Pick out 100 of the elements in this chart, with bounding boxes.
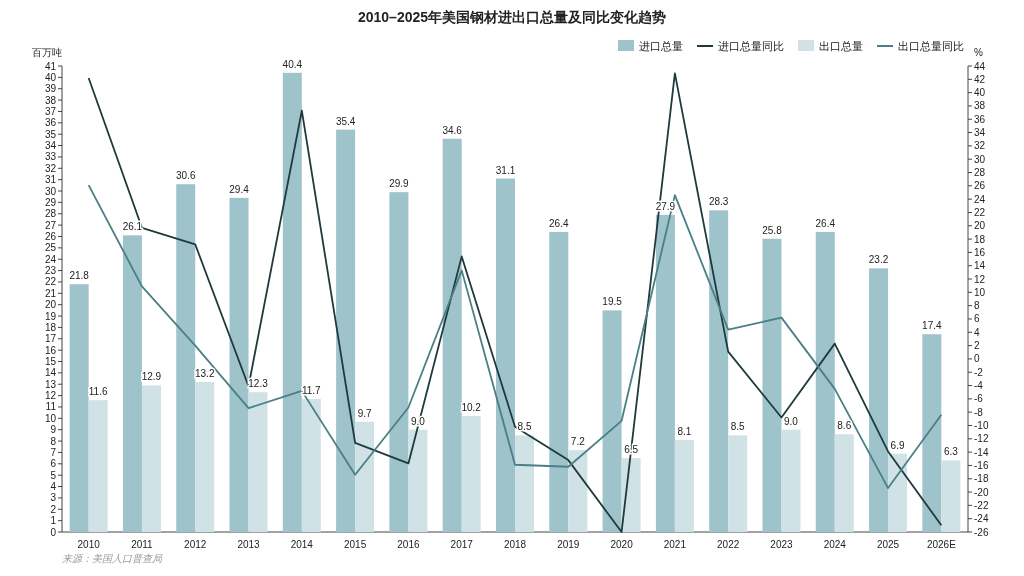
bar [621, 458, 641, 532]
legend-label: 出口总量同比 [898, 40, 964, 52]
y2-tick-label: 2 [974, 340, 980, 352]
y2-tick-label: 16 [974, 246, 986, 258]
y2-tick-label: -16 [974, 459, 989, 471]
y-tick-label: 34 [44, 140, 57, 152]
y2-tick-label: 34 [974, 127, 986, 139]
data-label: 35.4 [335, 115, 356, 127]
data-label: 11.7 [301, 385, 322, 397]
bar [781, 429, 801, 532]
y-tick-label: 18 [44, 321, 57, 333]
y-tick-label: 22 [44, 276, 57, 288]
y-tick-label: 24 [44, 253, 57, 265]
y-tick-label: 32 [44, 162, 57, 174]
y2-tick-label: 0 [974, 353, 980, 365]
data-label: 19.5 [602, 296, 623, 308]
y2-tick-label: 44 [974, 60, 986, 72]
data-label: 7.2 [570, 436, 586, 448]
x-tick-label: 2022 [717, 539, 740, 550]
y2-tick-label: 4 [974, 326, 980, 338]
y-tick-label: 29 [44, 196, 57, 208]
y2-tick-label: -10 [974, 419, 989, 431]
y2-tick-label: 42 [974, 73, 986, 85]
data-label: 30.6 [176, 170, 196, 182]
bar [728, 435, 748, 532]
data-label: 28.3 [708, 196, 729, 208]
y-tick-label: 3 [50, 492, 57, 504]
data-label: 8.1 [677, 425, 692, 437]
bar [496, 178, 515, 532]
bar [176, 184, 196, 532]
bar [389, 192, 409, 532]
y-tick-label: 41 [44, 60, 57, 72]
bar [88, 400, 108, 532]
bar [282, 72, 302, 532]
y2-tick-label: 24 [974, 193, 986, 205]
data-label: 11.6 [88, 386, 108, 398]
data-label: 6.9 [890, 439, 905, 451]
y2-tick-label: 38 [974, 100, 986, 112]
y-tick-label: 19 [44, 310, 57, 322]
y-tick-label: 28 [44, 208, 57, 220]
bar [122, 235, 142, 532]
y2-tick-label: -20 [974, 486, 989, 498]
bar [674, 439, 694, 532]
bar [815, 231, 835, 532]
bar [355, 421, 375, 532]
data-label: 40.4 [282, 58, 303, 70]
y2-tick-label: 26 [974, 180, 986, 192]
x-tick-label: 2017 [450, 539, 474, 550]
data-label: 26.4 [815, 217, 836, 229]
y-tick-label: 27 [44, 219, 57, 231]
y2-tick-label: -6 [974, 393, 984, 405]
legend-label: 出口总量 [819, 40, 863, 52]
y-tick-label: 10 [44, 412, 57, 424]
y2-tick-label: 28 [974, 167, 986, 179]
y-tick-label: 7 [50, 446, 57, 458]
y-tick-label: 14 [44, 367, 57, 379]
x-tick-label: 2013 [237, 539, 261, 550]
y-tick-label: 9 [50, 424, 57, 436]
bar [248, 392, 268, 532]
y-tick-label: 6 [50, 458, 57, 470]
x-tick-label: 2024 [823, 539, 847, 550]
y-tick-label: 35 [44, 128, 57, 140]
data-label: 8.6 [837, 420, 852, 432]
chart-title: 2010–2025年美国钢材进出口总量及同比变化趋势 [357, 9, 667, 25]
x-tick-label: 2016 [397, 539, 420, 550]
y-tick-label: 16 [44, 344, 57, 356]
bar [602, 310, 622, 532]
source-note: 来源：美国人口普查局 [62, 553, 163, 564]
bar [515, 435, 534, 532]
y-tick-label: 1 [50, 515, 57, 527]
y-tick-label: 40 [44, 71, 57, 83]
y-tick-label: 4 [50, 481, 57, 493]
x-tick-label: 2018 [503, 539, 527, 550]
data-label: 25.8 [762, 224, 783, 236]
y2-tick-label: -26 [974, 526, 989, 538]
y2-tick-label: -18 [974, 473, 989, 485]
y2-tick-label: -8 [974, 406, 984, 418]
x-tick-label: 2026E [926, 539, 957, 550]
y2-tick-label: 18 [974, 233, 986, 245]
y-tick-label: 13 [44, 378, 57, 390]
data-label: 26.1 [122, 221, 143, 233]
bar [461, 416, 481, 532]
y-tick-label: 11 [45, 401, 57, 413]
x-tick-label: 2012 [184, 539, 207, 550]
data-label: 26.4 [549, 217, 569, 229]
data-label: 9.7 [357, 407, 372, 419]
bar [408, 429, 428, 532]
data-label: 34.6 [442, 124, 463, 136]
y-tick-label: 26 [44, 230, 57, 242]
y2-tick-label: 8 [974, 300, 980, 312]
y-tick-label: 37 [44, 105, 57, 117]
bar [442, 138, 462, 532]
y2-tick-label: -12 [974, 433, 989, 445]
x-tick-label: 2020 [610, 539, 634, 550]
bar [549, 231, 569, 532]
data-label: 8.5 [730, 421, 746, 433]
x-tick-label: 2019 [557, 539, 580, 550]
y-tick-label: 17 [44, 333, 57, 345]
data-label: 13.2 [195, 367, 215, 379]
y2-tick-label: 12 [974, 273, 986, 285]
